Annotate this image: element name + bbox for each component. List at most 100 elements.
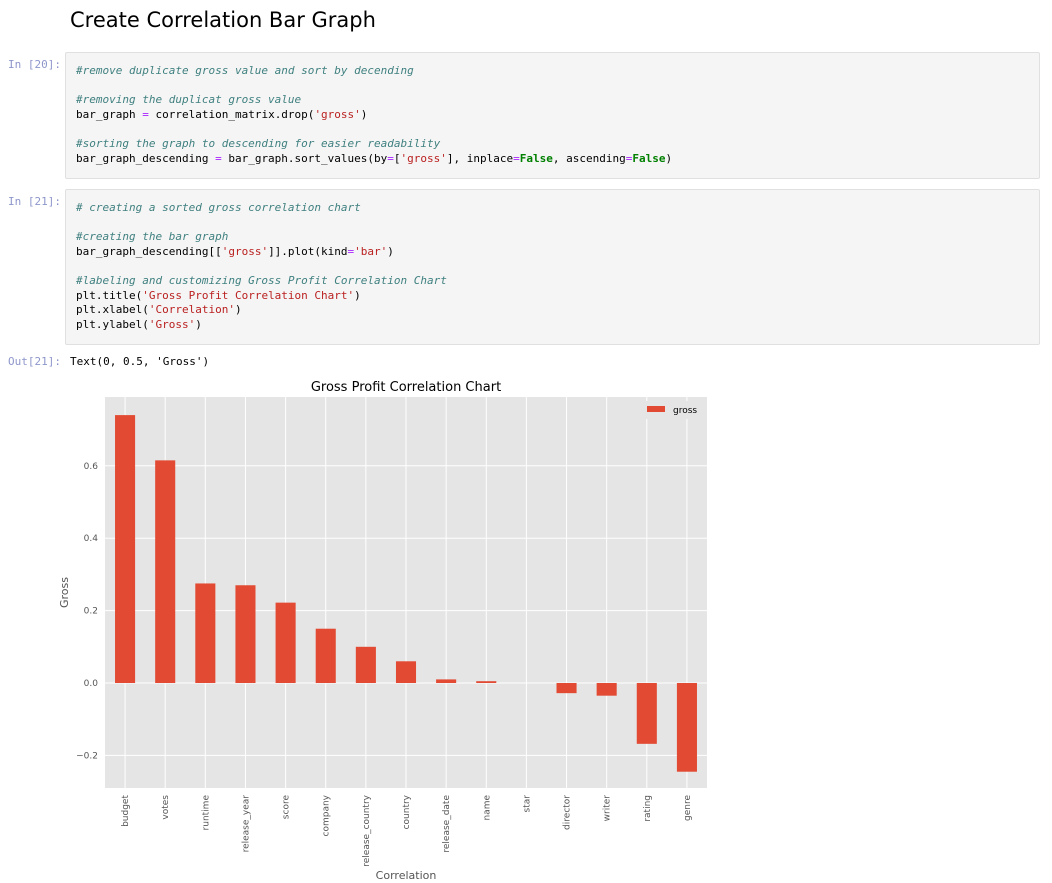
y-tick-label: −0.2 (76, 751, 98, 761)
y-tick-label: 0.0 (84, 679, 99, 689)
code-token: = (142, 107, 149, 121)
code-token: #labeling and customizing Gross Profit C… (76, 273, 447, 287)
code-line: bar_graph = correlation_matrix.drop('gro… (76, 108, 1029, 123)
code-token: #sorting the graph to descending for eas… (76, 136, 441, 150)
bar-rating (636, 683, 657, 744)
x-tick-label: name (482, 795, 492, 821)
code-token: , ascending (552, 151, 626, 165)
code-token: ) (360, 107, 368, 121)
x-tick-label: company (322, 794, 332, 836)
x-tick-label: star (522, 795, 532, 813)
code-token: False (519, 151, 553, 165)
code-token: = (625, 151, 633, 165)
code-line: plt.title('Gross Profit Correlation Char… (76, 289, 1029, 304)
code-cell-21[interactable]: # creating a sorted gross correlation ch… (65, 189, 1040, 345)
output-text: Text(0, 0.5, 'Gross') (70, 355, 210, 368)
code-token: ) (665, 151, 673, 165)
code-token: plt.xlabel( (76, 303, 149, 317)
code-token: = (513, 151, 520, 165)
code-token: ) (387, 244, 394, 258)
x-tick-label: votes (161, 795, 171, 820)
code-line: #creating the bar graph (76, 230, 1029, 245)
x-tick-label: runtime (201, 795, 211, 831)
cell-prompt-20: In [20]: (8, 58, 61, 71)
x-tick-label: budget (121, 795, 131, 827)
y-axis-label: Gross (58, 577, 71, 608)
x-tick-label: writer (603, 795, 613, 822)
bar-release-country (355, 646, 376, 684)
code-token: #creating the bar graph (76, 230, 229, 244)
code-line: plt.ylabel('Gross') (76, 318, 1029, 333)
bar-company (315, 628, 336, 684)
chart-title: Gross Profit Correlation Chart (311, 380, 501, 395)
code-token: = (347, 244, 355, 258)
y-tick-label: 0.4 (84, 534, 99, 544)
bar-name (476, 681, 497, 684)
code-line: #labeling and customizing Gross Profit C… (76, 274, 1029, 289)
code-token: ) (195, 317, 202, 331)
code-token: bar_graph_descending[[ (76, 244, 222, 258)
code-token: 'Gross Profit Correlation Chart' (142, 288, 355, 302)
code-token: ) (234, 303, 242, 317)
code-line: bar_graph_descending = bar_graph.sort_va… (76, 152, 1029, 167)
x-tick-label: rating (643, 795, 653, 822)
code-line: # creating a sorted gross correlation ch… (76, 201, 1029, 216)
y-tick-label: 0.6 (84, 462, 99, 472)
bar-director (556, 683, 577, 694)
code-token: = (215, 151, 222, 165)
code-token: 'gross' (314, 107, 361, 121)
code-token: = (387, 151, 394, 165)
code-token: ], inplace (446, 151, 514, 165)
x-tick-label: release_country (362, 794, 372, 866)
code-token: bar_graph (76, 107, 143, 121)
code-token: plt.ylabel( (76, 317, 149, 331)
bar-release-date (436, 679, 457, 684)
bar-genre (676, 683, 697, 772)
code-token: correlation_matrix.drop( (148, 107, 315, 121)
code-token: ) (354, 288, 361, 302)
code-token: #removing the duplicat gross value (76, 93, 302, 107)
x-tick-label: country (402, 794, 412, 829)
code-token: ]].plot(kind (268, 244, 348, 258)
code-token: plt.title( (76, 288, 143, 302)
code-token: #remove duplicate gross value and sort b… (76, 64, 414, 77)
code-line: bar_graph_descending[['gross']].plot(kin… (76, 245, 1029, 260)
section-heading: Create Correlation Bar Graph (70, 8, 376, 32)
code-token: [ (393, 151, 401, 165)
code-line: #remove duplicate gross value and sort b… (76, 64, 1029, 79)
bar-votes (155, 460, 176, 684)
bar-runtime (195, 583, 216, 684)
x-tick-label: release_date (442, 795, 452, 853)
code-token: 'bar' (354, 244, 388, 258)
code-cell-20[interactable]: #remove duplicate gross value and sort b… (65, 52, 1040, 179)
code-token: 'Gross' (148, 317, 196, 331)
x-tick-label: score (282, 795, 292, 820)
code-token: # creating a sorted gross correlation ch… (76, 201, 361, 214)
code-token: bar_graph.sort_values(by (221, 151, 388, 165)
code-line: #removing the duplicat gross value (76, 93, 1029, 108)
y-tick-label: 0.2 (84, 607, 98, 617)
bar-writer (596, 683, 617, 696)
bar-country (395, 661, 417, 684)
code-token: 'gross' (400, 151, 447, 165)
legend-swatch-gross (647, 406, 665, 412)
bar-release-year (235, 585, 256, 684)
code-token: 'Correlation' (148, 303, 235, 317)
legend-box (641, 401, 701, 419)
output-prompt-21: Out[21]: (8, 355, 61, 368)
code-token: False (632, 151, 666, 165)
code-line: plt.xlabel('Correlation') (76, 303, 1029, 318)
cell-prompt-21: In [21]: (8, 195, 61, 208)
x-tick-label: genre (683, 795, 693, 821)
x-tick-label: release_year (241, 795, 251, 853)
x-tick-label: director (563, 795, 573, 830)
x-axis-label: Correlation (376, 869, 437, 882)
chart-legend: gross (641, 401, 701, 419)
legend-label-gross: gross (673, 406, 697, 416)
bar-budget (115, 415, 136, 684)
code-token: 'gross' (221, 244, 269, 258)
code-line: #sorting the graph to descending for eas… (76, 137, 1029, 152)
code-token: bar_graph_descending (76, 151, 216, 165)
bar-score (275, 602, 296, 684)
